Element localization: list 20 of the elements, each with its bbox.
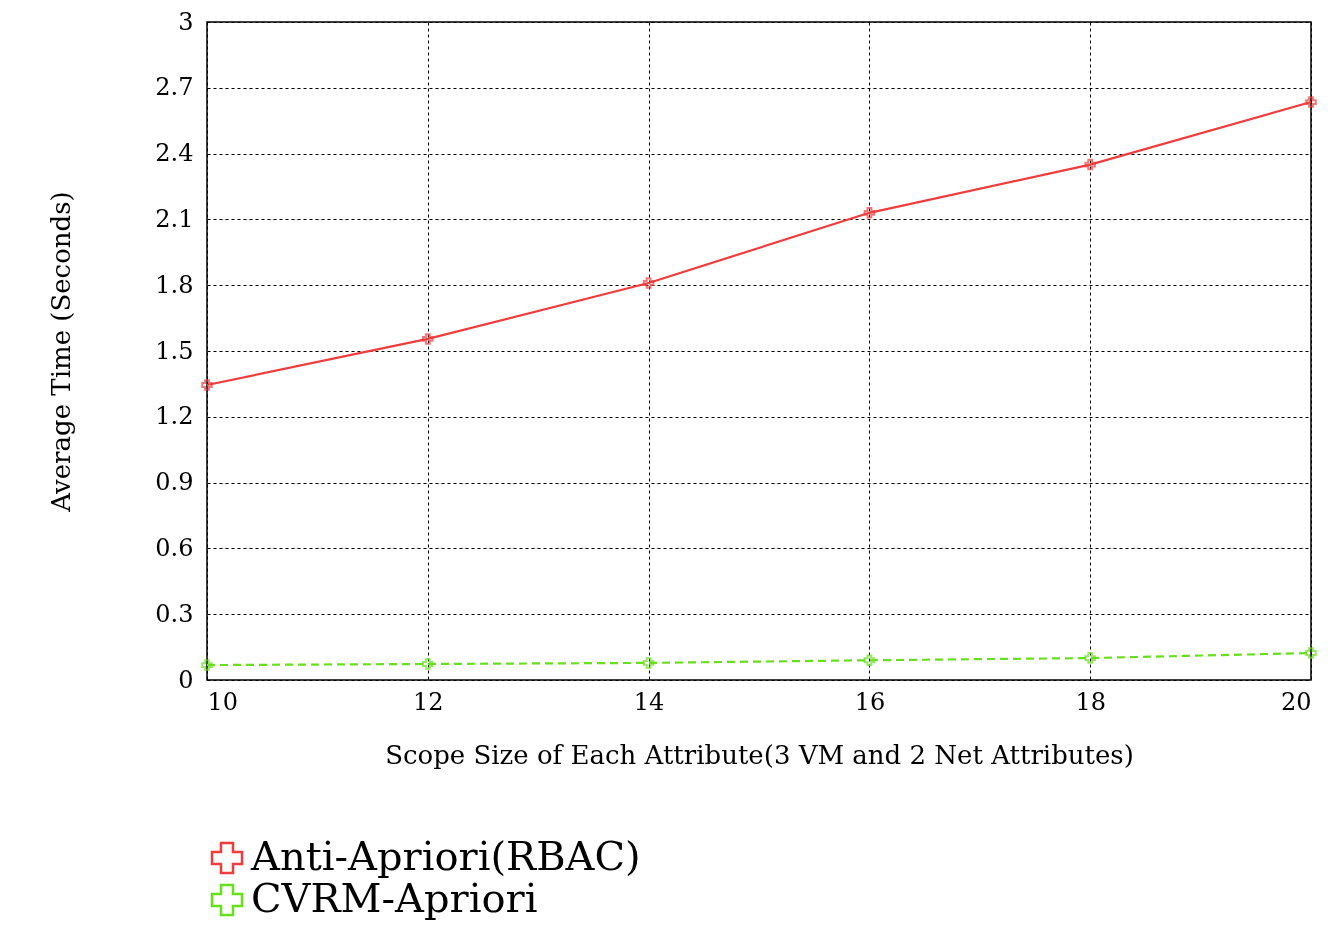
y-tick-label: 1.2 [155,402,194,431]
y-tick-label: 0 [178,665,194,694]
x-tick-label: 12 [413,687,444,716]
y-tick-label: 2.1 [155,204,194,233]
y-tick-label: 1.5 [155,336,194,365]
x-tick-label: 16 [854,687,886,716]
y-axis-title: Average Time (Seconds) [46,191,77,513]
y-tick-label: 0.3 [155,599,194,628]
x-tick-label: 10 [207,687,239,716]
y-tick-label: 0.6 [155,533,194,562]
x-tick-label: 18 [1075,687,1106,716]
y-tick-label: 2.7 [155,73,194,102]
y-tick-label: 3 [178,7,194,36]
x-axis-title: Scope Size of Each Attribute(3 VM and 2 Net Attributes) [385,739,1134,770]
x-tick-label: 14 [633,687,665,716]
x-tick-label: 20 [1280,687,1312,716]
legend-label: Anti-Apriori(RBAC) [250,833,641,879]
y-tick-label: 0.9 [155,468,194,497]
y-tick-label: 2.4 [155,139,194,168]
y-tick-label: 1.8 [155,270,194,299]
